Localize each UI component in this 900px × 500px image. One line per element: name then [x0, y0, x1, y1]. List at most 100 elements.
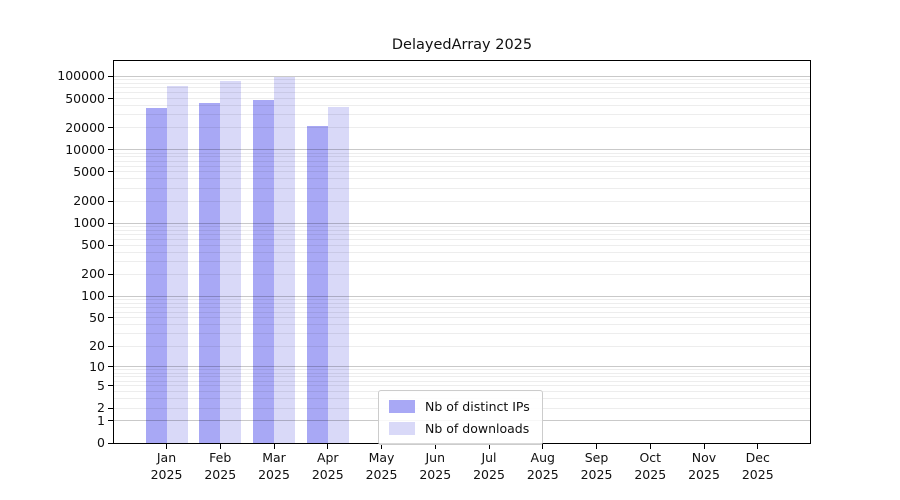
y-tick [108, 171, 113, 173]
gridline-minor [114, 233, 810, 235]
x-tick-label-aug: Aug 2025 [526, 450, 559, 482]
bar-distinct-ips-mar [253, 99, 274, 443]
y-tick [108, 244, 113, 246]
x-tick [488, 444, 490, 449]
y-tick-label: 20 [89, 338, 105, 354]
bar-downloads-jan [166, 85, 188, 443]
x-tick [434, 444, 436, 449]
x-tick-label-sep: Sep 2025 [580, 450, 613, 482]
y-tick [108, 222, 113, 224]
gridline-minor [114, 345, 810, 347]
gridline-minor [114, 385, 810, 387]
y-tick-label: 2000 [73, 193, 105, 209]
gridline-major [114, 222, 810, 224]
y-tick-label: 500 [81, 237, 105, 253]
gridline-minor [114, 273, 810, 275]
gridline-minor [114, 98, 810, 100]
gridline-minor [114, 376, 810, 378]
y-tick [108, 317, 113, 319]
gridline-minor [114, 105, 810, 107]
plot-area: 0 1 2 5 10 20 50 100 200 500 1000 2000 5000 10000 2000… [57, 60, 811, 482]
y-tick [108, 295, 113, 297]
y-tick [108, 345, 113, 347]
gridline-minor [114, 200, 810, 202]
gridline-minor [114, 302, 810, 304]
gridline-major [114, 366, 810, 368]
bar-downloads-feb [220, 81, 242, 443]
gridline-minor [114, 127, 810, 129]
x-tick [596, 444, 597, 449]
y-tick [108, 420, 113, 422]
bar-downloads-mar [274, 77, 295, 443]
y-tick-label: 1000 [73, 215, 105, 231]
y-tick [108, 127, 113, 129]
gridline-minor [114, 324, 810, 326]
gridline-minor [114, 251, 810, 253]
y-tick [108, 366, 113, 368]
gridline-minor [114, 171, 810, 173]
bar-distinct-ips-apr [306, 126, 328, 443]
legend: Nb of distinct IPs Nb of downloads [378, 390, 543, 445]
y-tick [108, 407, 113, 409]
y-tick-label: 20000 [65, 119, 105, 135]
gridline-minor [114, 83, 810, 85]
gridline-minor [114, 229, 810, 231]
y-tick [108, 149, 113, 151]
y-tick-label: 0 [97, 435, 105, 450]
x-tick-label-may: May 2025 [365, 450, 398, 482]
y-tick-label: 200 [81, 266, 105, 282]
y-tick [108, 385, 113, 387]
bar-distinct-ips-jan [145, 108, 167, 443]
y-tick-label: 50 [89, 309, 105, 325]
y-tick [108, 75, 113, 77]
y-tick-label: 100 [81, 288, 105, 304]
legend-item-downloads: Nb of downloads [389, 419, 530, 438]
x-tick [381, 444, 382, 449]
legend-item-distinct-ips: Nb of distinct IPs [389, 397, 530, 416]
gridline-minor [114, 298, 810, 300]
gridline-minor [114, 92, 810, 94]
legend-label-distinct-ips: Nb of distinct IPs [425, 399, 530, 414]
gridline-minor [114, 156, 810, 158]
gridline-minor [114, 87, 810, 89]
gridline-major [114, 295, 810, 297]
x-tick-label-feb: Feb 2025 [204, 450, 237, 482]
x-tick [757, 444, 759, 449]
gridline-minor [114, 187, 810, 189]
gridline-minor [114, 317, 810, 319]
gridline-minor [114, 238, 810, 240]
y-tick-label: 5000 [73, 163, 105, 179]
gridline-minor [114, 225, 810, 227]
legend-swatch-downloads [389, 422, 415, 435]
y-tick-label: 1 [97, 412, 105, 428]
x-tick [219, 444, 221, 449]
y-tick-label: 100000 [57, 68, 105, 84]
y-tick [108, 273, 113, 275]
gridline-minor [114, 152, 810, 154]
gridline-minor [114, 333, 810, 335]
x-tick [649, 444, 651, 449]
gridline-minor [114, 260, 810, 262]
x-tick-label-dec: Dec 2025 [741, 450, 774, 482]
x-tick [542, 444, 544, 449]
x-tick-label-jul: Jul 2025 [473, 450, 505, 482]
x-tick [273, 444, 275, 449]
bar-downloads-apr [327, 107, 349, 443]
x-tick-label-jun: Jun 2025 [419, 450, 452, 482]
x-tick-label-oct: Oct 2025 [634, 450, 667, 482]
x-tick-label-nov: Nov 2025 [688, 450, 720, 482]
gridline-minor [114, 79, 810, 81]
y-tick [108, 442, 113, 444]
gridline-major [114, 149, 810, 151]
gridline-minor [114, 178, 810, 180]
gridline-minor [114, 380, 810, 382]
gridline-minor [114, 165, 810, 167]
gridline-minor [114, 311, 810, 313]
y-tick-label: 5 [97, 377, 105, 393]
gridline-major [114, 75, 810, 77]
x-tick [166, 444, 167, 449]
gridline-minor [114, 306, 810, 308]
x-tick-label-jan: Jan 2025 [150, 450, 183, 482]
y-tick-label: 10000 [65, 141, 105, 157]
